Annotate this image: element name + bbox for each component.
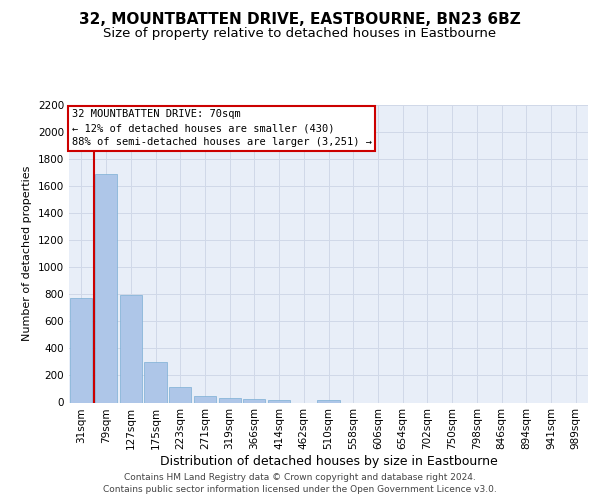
X-axis label: Distribution of detached houses by size in Eastbourne: Distribution of detached houses by size … (160, 455, 497, 468)
Bar (169, 387, 191, 402)
Bar (70, 298, 92, 403)
Text: 32 MOUNTBATTEN DRIVE: 70sqm
← 12% of detached houses are smaller (430)
88% of se: 32 MOUNTBATTEN DRIVE: 70sqm ← 12% of det… (71, 110, 371, 148)
Text: 32, MOUNTBATTEN DRIVE, EASTBOURNE, BN23 6BZ: 32, MOUNTBATTEN DRIVE, EASTBOURNE, BN23 … (79, 12, 521, 28)
Bar (194, 396, 216, 402)
Bar (268, 400, 290, 402)
Bar (145, 362, 167, 403)
Text: Contains public sector information licensed under the Open Government Licence v3: Contains public sector information licen… (103, 485, 497, 494)
Bar (119, 295, 142, 403)
Bar (218, 398, 241, 402)
Bar (243, 399, 265, 402)
Bar (95, 174, 117, 402)
Text: Size of property relative to detached houses in Eastbourne: Size of property relative to detached ho… (103, 28, 497, 40)
Text: Contains HM Land Registry data © Crown copyright and database right 2024.: Contains HM Land Registry data © Crown c… (124, 472, 476, 482)
Y-axis label: Number of detached properties: Number of detached properties (22, 166, 32, 342)
Bar (317, 400, 340, 402)
